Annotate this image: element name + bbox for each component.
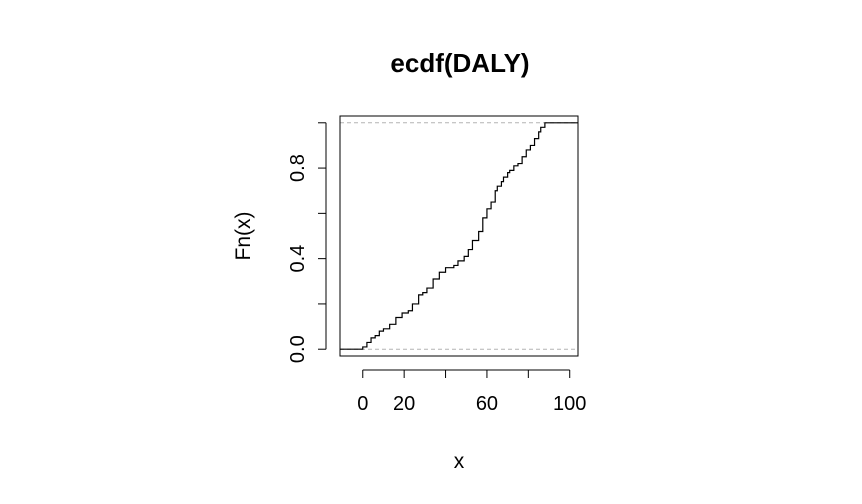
ecdf-step-line xyxy=(340,122,578,350)
ecdf-series xyxy=(340,122,578,350)
y-axis-label: Fn(x) xyxy=(232,212,255,261)
y-tick-label: 0.4 xyxy=(287,245,309,273)
chart-title: ecdf(DALY) xyxy=(390,48,529,78)
y-tick-label: 0.8 xyxy=(287,154,309,182)
x-axis: 0 20 60 100 xyxy=(357,369,586,415)
x-tick-label: 0 xyxy=(357,393,368,415)
plot-frame xyxy=(339,115,579,357)
y-axis: 0.0 0.4 0.8 xyxy=(287,122,327,363)
x-axis-label: x xyxy=(454,450,465,473)
reference-lines xyxy=(340,122,578,350)
x-tick-label: 20 xyxy=(393,393,415,415)
x-tick-label: 100 xyxy=(553,393,586,415)
x-tick-label: 60 xyxy=(476,393,498,415)
y-tick-label: 0.0 xyxy=(287,335,309,363)
